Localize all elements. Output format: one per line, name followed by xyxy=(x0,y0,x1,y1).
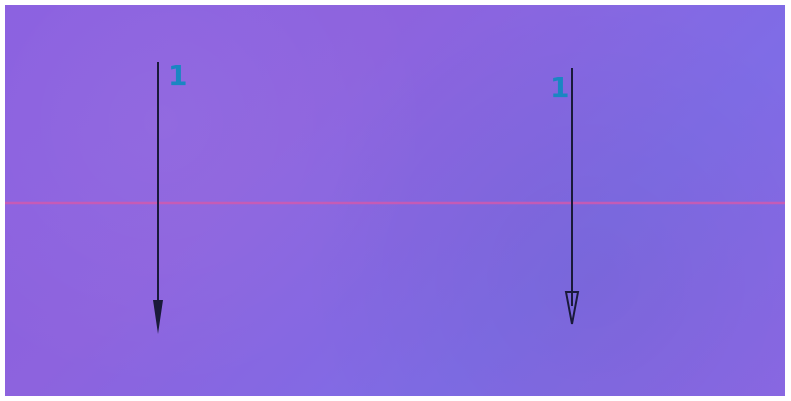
arrow-right-head xyxy=(564,291,580,325)
step-number-label-left: 1 xyxy=(168,59,188,92)
arrow-left xyxy=(153,62,163,334)
arrow-left-head xyxy=(153,300,163,334)
arrow-right xyxy=(564,68,580,325)
paper-sheet xyxy=(5,5,785,396)
step-number-label-right: 1 xyxy=(550,71,570,104)
